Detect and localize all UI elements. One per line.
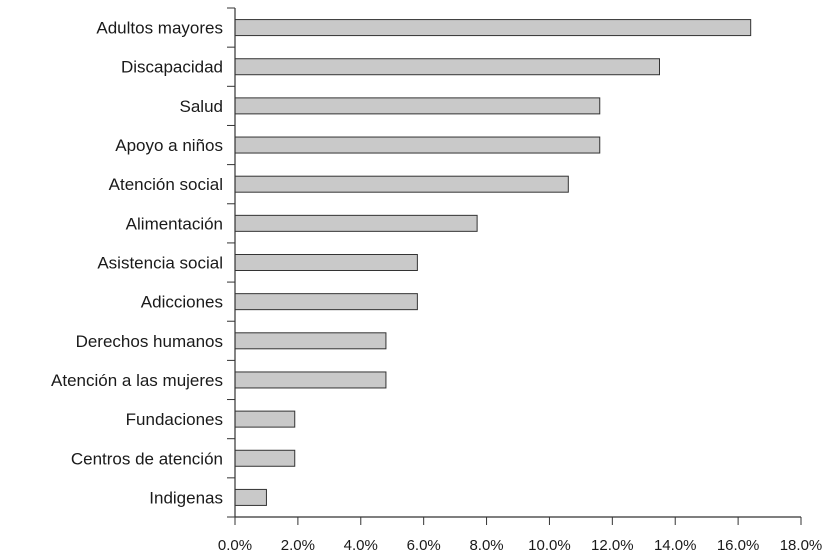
x-tick-label: 2.0% — [281, 537, 315, 554]
category-label: Derechos humanos — [76, 332, 223, 351]
category-label: Apoyo a niños — [115, 136, 223, 155]
bar-5 — [234, 214, 478, 232]
bar-1 — [234, 58, 660, 76]
x-tick-label: 10.0% — [528, 537, 571, 554]
category-labels: Adultos mayores Discapacidad Salud Apoyo a … — [51, 19, 223, 508]
bar-12 — [234, 488, 267, 506]
category-label: Alimentación — [126, 214, 223, 233]
x-tick-label: 6.0% — [407, 537, 441, 554]
bar-4 — [234, 175, 569, 193]
category-label: Salud — [180, 97, 223, 116]
category-label: Discapacidad — [121, 58, 223, 77]
bar-3 — [234, 136, 601, 154]
category-label: Asistencia social — [97, 254, 223, 273]
bars — [234, 19, 752, 506]
category-label: Fundaciones — [126, 410, 223, 429]
x-tick-label: 8.0% — [469, 537, 503, 554]
category-label: Adicciones — [141, 293, 223, 312]
bar-6 — [234, 254, 418, 271]
category-label: Atención a las mujeres — [51, 371, 223, 390]
x-tick-label: 16.0% — [717, 537, 760, 554]
x-tick-label: 12.0% — [591, 537, 634, 554]
bar-0 — [234, 19, 752, 37]
category-label: Atención social — [109, 175, 223, 194]
category-label: Indigenas — [149, 488, 223, 507]
x-axis: 0.0% 2.0% 4.0% 6.0% 8.0% 10.0% 12.0% 14.0% 16.0%… — [218, 516, 823, 554]
category-label: Centros de atención — [71, 449, 223, 468]
x-tick-label: 0.0% — [218, 537, 252, 554]
x-tick-label: 14.0% — [654, 537, 697, 554]
y-axis — [227, 7, 236, 518]
category-label: Adultos mayores — [96, 19, 223, 38]
bar-11 — [234, 449, 296, 467]
bar-10 — [234, 410, 296, 428]
x-tick-label: 4.0% — [344, 537, 378, 554]
bar-9 — [234, 371, 387, 389]
bar-7 — [234, 293, 418, 311]
bar-2 — [234, 97, 601, 115]
bar-8 — [234, 332, 387, 350]
x-tick-label: 18.0% — [780, 537, 823, 554]
